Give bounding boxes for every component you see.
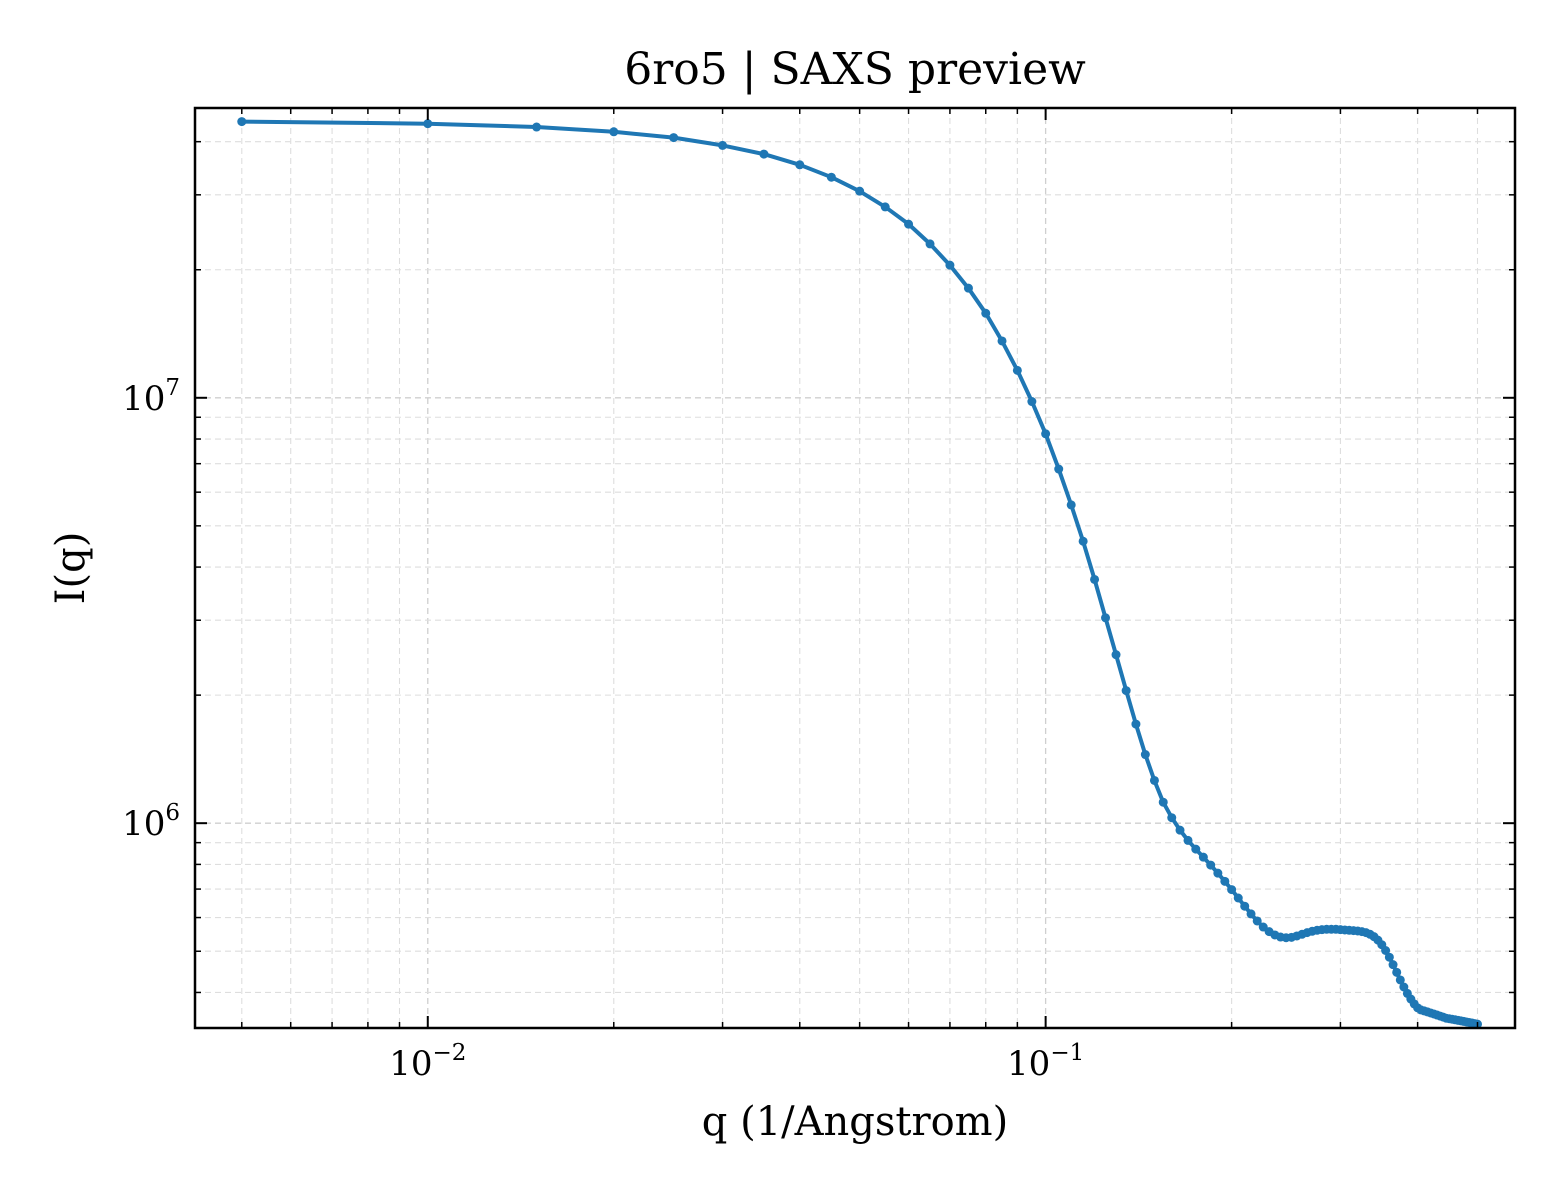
data-point: [1027, 397, 1037, 407]
data-point: [609, 127, 619, 137]
tick-labels: 10−2 10−1 106 107: [122, 375, 1084, 1084]
data-point: [904, 219, 914, 229]
data-point: [423, 119, 433, 129]
data-point: [1206, 860, 1216, 870]
data-point: [1012, 365, 1022, 375]
data-point: [1213, 868, 1223, 878]
grid-lines: [195, 108, 1515, 1028]
plot-frame: [193, 106, 1517, 1030]
data-point: [1054, 464, 1064, 474]
data-point: [826, 172, 836, 182]
x-tick-label: 10−1: [1007, 1040, 1084, 1084]
x-axis-label: q (1/Angstrom): [702, 1099, 1008, 1145]
data-point: [963, 283, 973, 293]
data-point: [1198, 852, 1208, 862]
data-point: [1149, 775, 1159, 785]
data-point: [855, 186, 865, 196]
chart-title: 6ro5 | SAXS preview: [624, 44, 1086, 95]
data-point: [1140, 750, 1150, 760]
data-point: [1246, 909, 1256, 919]
data-point: [997, 336, 1007, 346]
data-point: [1090, 574, 1100, 584]
data-point: [1220, 876, 1230, 886]
data-point: [237, 117, 247, 127]
data-point: [1041, 429, 1051, 439]
data-point: [1121, 686, 1131, 696]
y-axis-label: I(q): [48, 532, 94, 605]
data-point: [1240, 901, 1250, 911]
data-point: [718, 140, 728, 150]
data-point: [1395, 975, 1405, 985]
data-point: [1392, 967, 1402, 977]
data-point: [1252, 916, 1262, 926]
data-point: [925, 239, 935, 249]
y-tick-label: 106: [122, 800, 180, 844]
data-point: [1384, 952, 1394, 962]
y-tick-label: 107: [122, 375, 180, 419]
data-point: [1381, 945, 1391, 955]
data-point: [1131, 719, 1141, 729]
data-point: [1066, 500, 1076, 510]
data-point: [795, 160, 805, 170]
data-point: [669, 133, 679, 143]
data-point: [880, 202, 890, 212]
data-point: [1101, 613, 1111, 623]
data-point: [1078, 536, 1088, 546]
data-point: [532, 122, 542, 132]
data-point: [981, 308, 991, 318]
data-point: [1227, 885, 1237, 895]
data-point: [1158, 797, 1168, 807]
data-point: [945, 260, 955, 270]
data-point: [1111, 650, 1121, 660]
data-point: [1183, 835, 1193, 845]
data-point: [759, 149, 769, 159]
data-point: [1191, 844, 1201, 854]
data-point: [1175, 825, 1185, 835]
data-point: [1167, 813, 1177, 823]
data-point: [1388, 960, 1398, 970]
axis-ticks: [195, 108, 1515, 1028]
x-tick-label: 10−2: [389, 1040, 466, 1084]
data-point: [1233, 893, 1243, 903]
